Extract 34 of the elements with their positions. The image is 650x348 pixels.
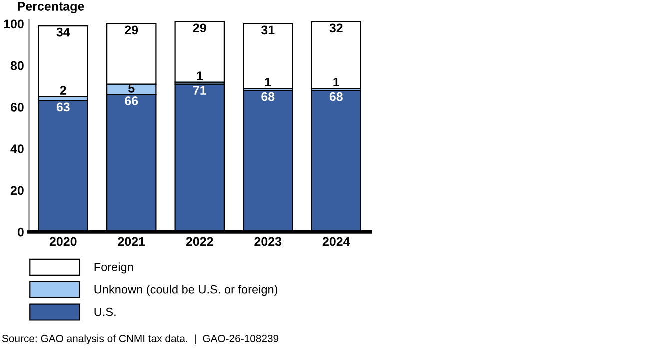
y-tick-label: 60 [10,103,24,112]
y-tick-label: 40 [10,144,24,154]
legend-label: U.S. [94,308,116,316]
data-label: 68 [262,92,275,102]
data-label: 66 [125,96,138,106]
y-tick-label: 80 [10,61,24,70]
source-note: Source: GAO analysis of CNMI tax data. | GAO-26-108239 [2,334,279,345]
data-label: 34 [56,28,70,37]
legend-label: Foreign [94,262,134,274]
data-label: 29 [193,24,206,33]
data-label: 63 [56,102,70,112]
y-axis-title: Percentage [18,2,84,14]
bar [38,26,88,98]
x-tick-label: 2024 [322,237,350,246]
x-tick-label: 2021 [118,237,146,246]
data-label: 1 [334,78,340,87]
x-tick-label: 2023 [254,237,282,246]
data-label: 71 [193,86,206,95]
data-label: 29 [125,26,138,35]
data-label: 1 [197,72,204,80]
bar [243,23,294,90]
data-label: 31 [261,26,275,35]
x-tick-label: 2022 [186,237,214,246]
y-tick-label: 20 [10,186,24,196]
x-tick-label: 2020 [50,237,77,246]
data-label: 1 [265,78,272,87]
legend-label: Unknown (could be U.S. or foreign) [94,285,278,296]
bar [311,21,362,90]
data-label: 32 [330,24,343,33]
data-label: 2 [60,86,66,95]
y-tick-label: 0 [18,228,24,237]
data-label: 68 [330,92,343,102]
y-tick-label: 100 [4,20,24,29]
bar [174,21,225,83]
